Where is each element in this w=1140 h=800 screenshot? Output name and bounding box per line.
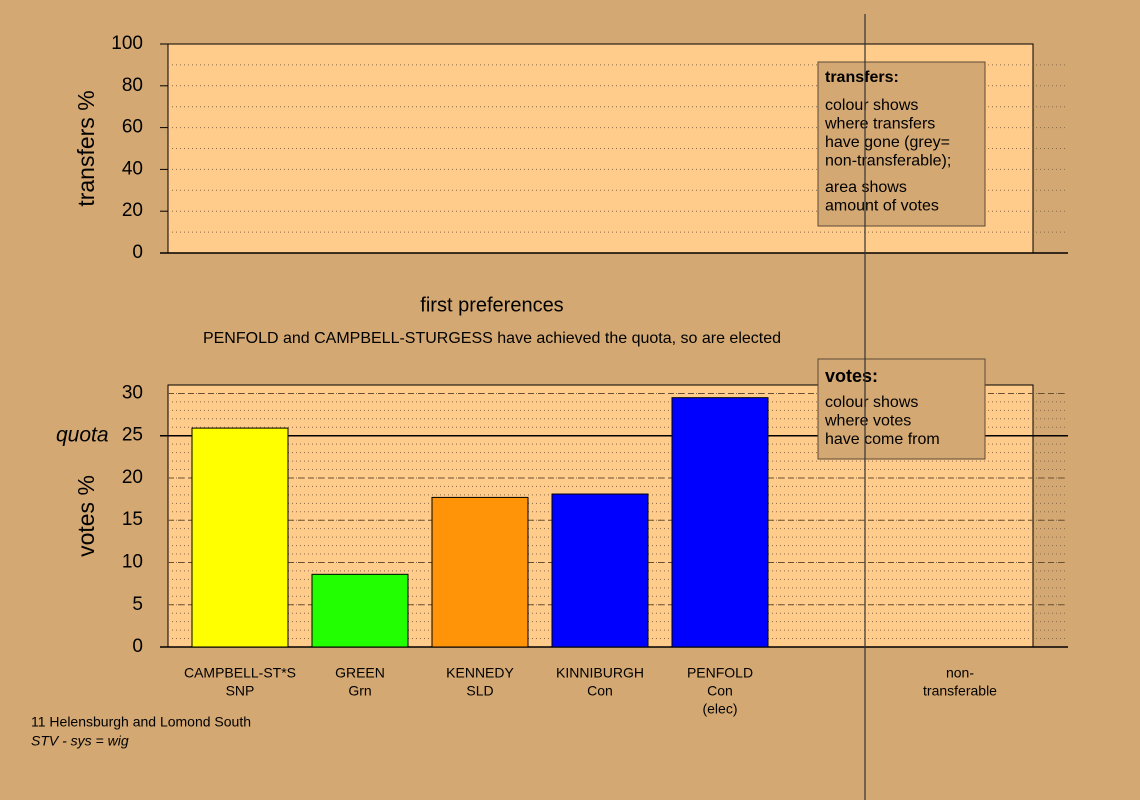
y-tick-label: 20	[122, 200, 143, 221]
footer-title: 11 Helensburgh and Lomond South	[31, 714, 251, 730]
footer-system: STV - sys = wig	[31, 733, 129, 749]
y-tick-label: 80	[122, 75, 143, 96]
x-tick-label: SLD	[466, 683, 493, 699]
y-tick-label: 60	[122, 117, 143, 138]
y-axis-title: transfers %	[73, 90, 99, 206]
x-tick-label: SNP	[226, 683, 255, 699]
x-tick-label: PENFOLD	[687, 665, 753, 681]
legend-box	[817, 61, 986, 227]
bar	[551, 493, 649, 648]
quota-label: quota	[56, 423, 109, 446]
y-tick-label: 25	[122, 425, 143, 446]
x-tick-label: GREEN	[335, 665, 385, 681]
y-tick-label: 30	[122, 382, 143, 403]
legend-text: colour shows	[825, 97, 918, 114]
x-tick-label: CAMPBELL-ST*S	[184, 665, 296, 681]
legend-text: have gone (grey=	[825, 134, 950, 151]
x-axis-title: first preferences	[420, 294, 563, 316]
legend-text: colour shows	[825, 394, 918, 411]
x-tick-label: non-	[946, 665, 974, 681]
x-tick-label: Con	[707, 683, 733, 699]
legend-box	[817, 358, 986, 460]
legend-text: non-transferable);	[825, 153, 951, 170]
legend-text: have come from	[825, 431, 940, 448]
y-tick-label: 0	[132, 636, 143, 657]
x-tick-label: Grn	[348, 683, 371, 699]
legend-title: votes:	[825, 366, 878, 386]
y-tick-label: 100	[111, 33, 143, 54]
legend-text: where votes	[824, 413, 911, 430]
x-tick-label: (elec)	[702, 701, 737, 717]
y-tick-label: 5	[132, 594, 143, 615]
y-tick-label: 40	[122, 158, 143, 179]
y-tick-label: 20	[122, 467, 143, 488]
bar	[311, 573, 409, 648]
subtitle: PENFOLD and CAMPBELL-STURGESS have achie…	[203, 330, 781, 347]
x-tick-label: transferable	[923, 683, 997, 699]
legend-text: amount of votes	[825, 198, 939, 215]
bar	[431, 496, 529, 648]
y-tick-label: 0	[132, 242, 143, 263]
legend-text: area shows	[825, 179, 907, 196]
bar	[671, 397, 769, 648]
y-axis-title: votes %	[73, 475, 99, 557]
bar	[191, 427, 289, 648]
y-tick-label: 15	[122, 509, 143, 530]
x-tick-label: Con	[587, 683, 613, 699]
x-tick-label: KINNIBURGH	[556, 665, 644, 681]
legend-title: transfers:	[825, 69, 899, 86]
legend-text: where transfers	[824, 116, 935, 133]
x-tick-label: KENNEDY	[446, 665, 514, 681]
y-tick-label: 10	[122, 551, 143, 572]
